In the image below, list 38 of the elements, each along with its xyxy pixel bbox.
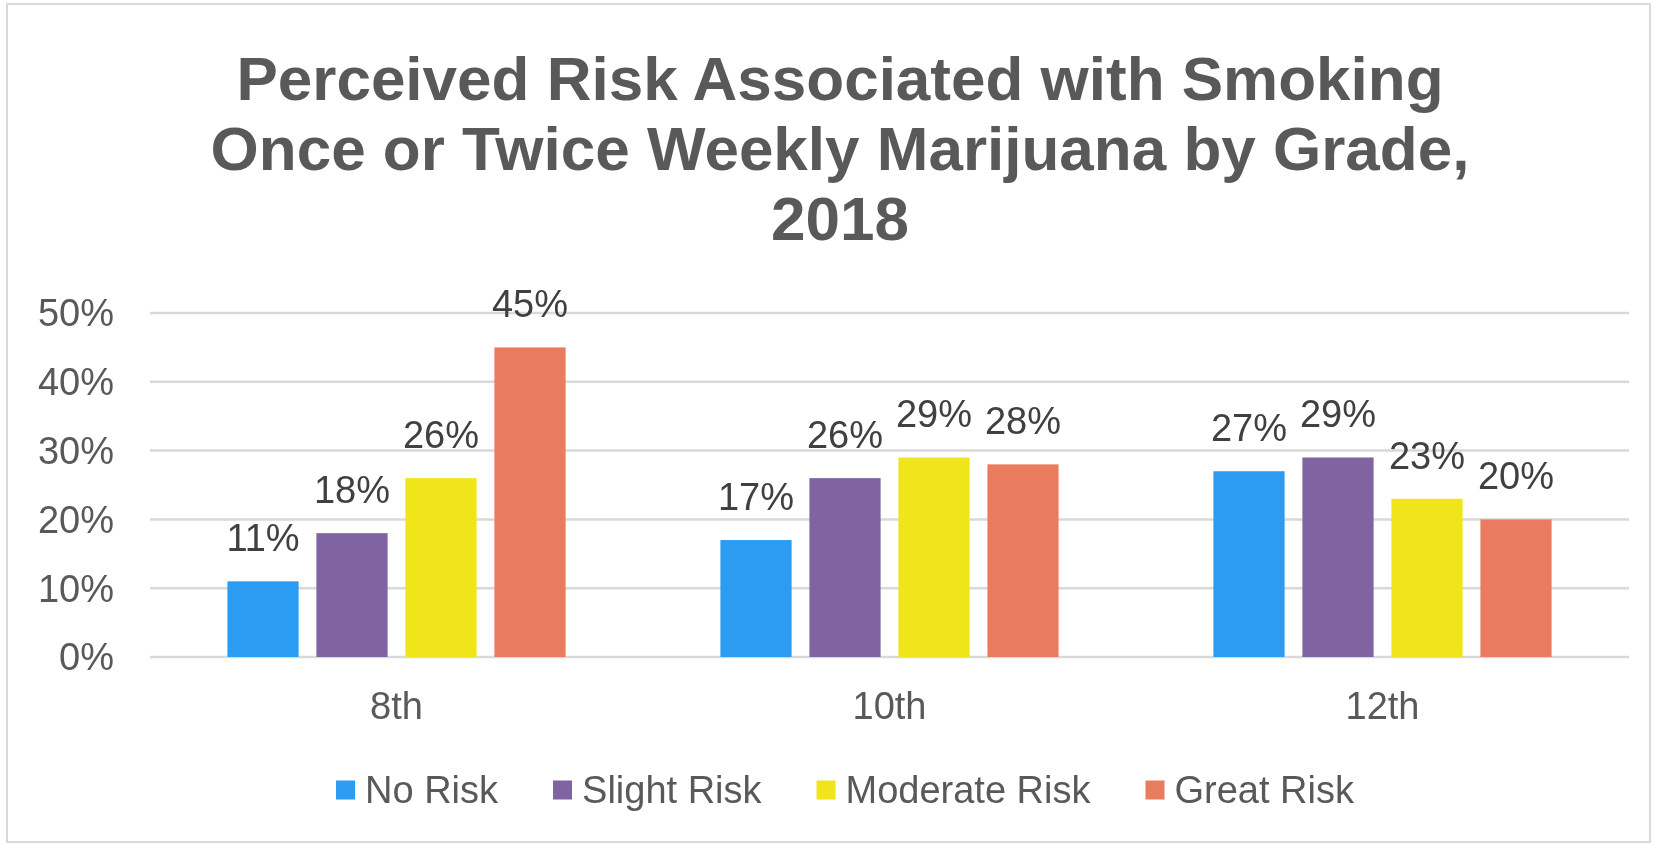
legend-label: Slight Risk — [582, 769, 763, 811]
data-label: 11% — [226, 517, 300, 560]
chart-title: Perceived Risk Associated with Smoking Once or Twice Weekly Marijuana by Grade, 2018 — [210, 44, 1470, 253]
data-label: 17% — [717, 476, 795, 519]
bar — [1213, 471, 1285, 657]
x-tick-label: 12th — [1345, 685, 1420, 727]
legend-label: Moderate Risk — [845, 769, 1092, 811]
data-label: 18% — [313, 469, 391, 512]
bar — [898, 457, 970, 657]
bar — [494, 347, 566, 657]
bar — [1302, 457, 1374, 657]
bar — [1391, 498, 1463, 657]
legend-label: Great Risk — [1174, 769, 1355, 811]
y-tick-label: 30% — [37, 429, 114, 472]
data-label: 45% — [491, 283, 569, 326]
bar — [405, 478, 477, 657]
bar — [809, 478, 881, 657]
data-label: 20% — [1477, 455, 1555, 498]
data-label: 27% — [1210, 407, 1288, 450]
x-tick-label: 8th — [370, 685, 423, 727]
legend-label: No Risk — [365, 769, 500, 811]
data-label: 23% — [1388, 434, 1466, 477]
y-tick-label: 0% — [59, 636, 114, 679]
y-tick-label: 40% — [37, 361, 114, 404]
y-tick-label: 10% — [37, 567, 114, 610]
x-tick-label: 10th — [852, 685, 927, 727]
data-label: 26% — [402, 414, 480, 457]
data-label: 26% — [806, 414, 884, 457]
y-tick-label: 20% — [37, 498, 114, 541]
data-label: 29% — [895, 393, 973, 436]
y-tick-label: 50% — [37, 292, 114, 335]
bar — [1480, 519, 1552, 657]
bar — [987, 464, 1059, 657]
data-label: 28% — [984, 400, 1062, 443]
bar — [227, 581, 299, 657]
bar — [316, 533, 388, 657]
data-label: 29% — [1299, 393, 1377, 436]
bar — [720, 540, 792, 657]
